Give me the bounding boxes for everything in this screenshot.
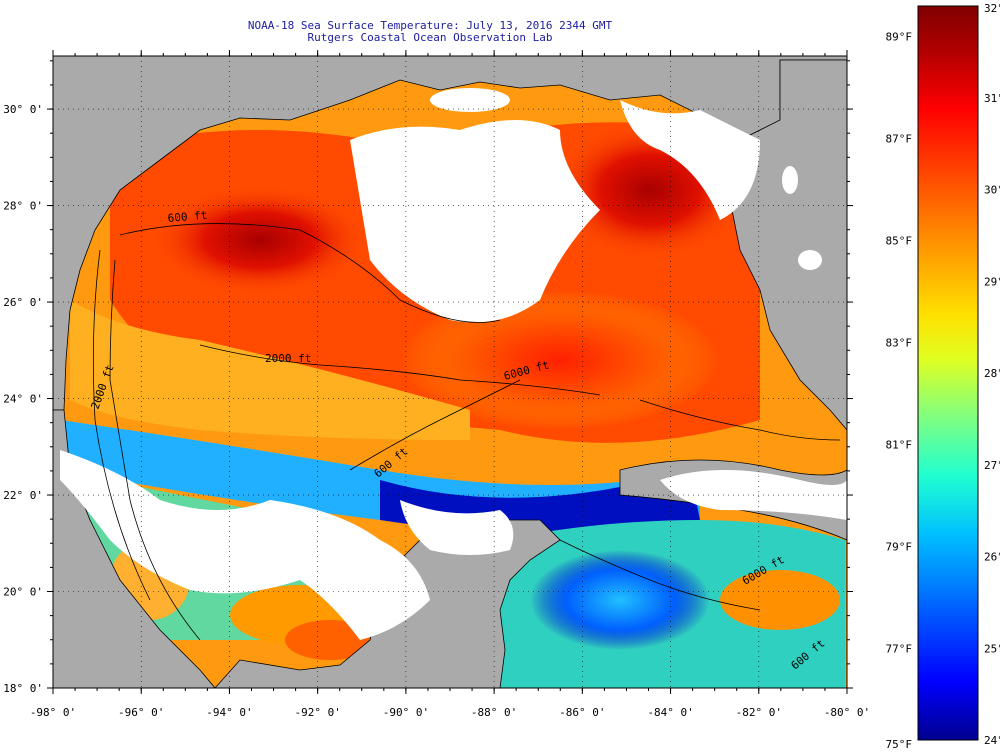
lat-labels: 18° 0' 20° 0' 22° 0' 24° 0' 26° 0' 28° 0' 30° … — [3, 103, 43, 695]
lon-label: -86° 0' — [559, 706, 605, 719]
colorbar-c-label: 27°C — [984, 459, 1000, 472]
lon-label: -80° 0' — [824, 706, 870, 719]
cloud-east — [620, 100, 760, 220]
colorbar-c-label: 24°C — [984, 734, 1000, 747]
colorbar-c-label: 29°C — [984, 275, 1000, 288]
lat-label: 18° 0' — [3, 682, 43, 695]
lon-label: -98° 0' — [30, 706, 76, 719]
map-subtitle: Rutgers Coastal Ocean Observation Lab — [307, 31, 553, 44]
lon-label: -96° 0' — [118, 706, 164, 719]
cloud-north-center — [350, 120, 600, 323]
colorbar-f-label: 75°F — [886, 738, 913, 751]
lat-label: 24° 0' — [3, 393, 43, 406]
lon-label: -82° 0' — [736, 706, 782, 719]
lon-label: -90° 0' — [383, 706, 429, 719]
axis-ticks — [47, 50, 853, 694]
colorbar-c-label: 26°C — [984, 551, 1000, 564]
lat-label: 20° 0' — [3, 586, 43, 599]
colorbar-gradient — [917, 5, 979, 741]
lon-label: -92° 0' — [294, 706, 340, 719]
colorbar: 32°C 31°C 30°C 29°C 28°C 27°C 26°C 25°C 24°C 89°… — [886, 2, 1000, 751]
colorbar-c-label: 31°C — [984, 92, 1000, 105]
colorbar-f-label: 85°F — [886, 234, 913, 247]
colorbar-f-label: 81°F — [886, 438, 913, 451]
contours — [92, 223, 841, 641]
map-title: NOAA-18 Sea Surface Temperature: July 13… — [247, 19, 613, 32]
lon-labels: -98° 0' -96° 0' -94° 0' -92° 0' -90° 0' -88° … — [30, 706, 870, 719]
colorbar-c-label: 30°C — [984, 184, 1000, 197]
colorbar-c-label: 25°C — [984, 642, 1000, 655]
colorbar-c-label: 28°C — [984, 367, 1000, 380]
lat-label: 22° 0' — [3, 489, 43, 502]
colorbar-f-labels: 89°F 87°F 85°F 83°F 81°F 79°F 77°F 75°F — [886, 31, 913, 751]
map-panel: 600 ft 2000 ft 6000 ft 600 ft 2000 ft 60… — [3, 50, 870, 719]
hot-core-west — [150, 185, 370, 295]
lon-label: -88° 0' — [471, 706, 517, 719]
cloud-south-center — [400, 500, 514, 555]
colorbar-f-label: 77°F — [886, 642, 913, 655]
contour-label: 2000 ft — [265, 352, 311, 365]
colorbar-f-label: 87°F — [886, 133, 913, 146]
orange-band-west — [70, 300, 470, 440]
lat-label: 28° 0' — [3, 200, 43, 213]
colorbar-f-label: 83°F — [886, 336, 913, 349]
colorbar-c-label: 32°C — [984, 2, 1000, 15]
cloud-west-south — [60, 450, 430, 640]
lon-label: -84° 0' — [647, 706, 693, 719]
graticule — [53, 56, 847, 688]
lat-label: 26° 0' — [3, 296, 43, 309]
lon-label: -94° 0' — [206, 706, 252, 719]
colorbar-f-label: 79°F — [886, 540, 913, 553]
warm-core-center — [400, 290, 720, 430]
contour-label: 600 ft — [167, 209, 208, 225]
colorbar-f-label: 89°F — [886, 31, 913, 44]
lat-label: 30° 0' — [3, 103, 43, 116]
colorbar-c-labels: 32°C 31°C 30°C 29°C 28°C 27°C 26°C 25°C 24°C — [984, 2, 1000, 747]
